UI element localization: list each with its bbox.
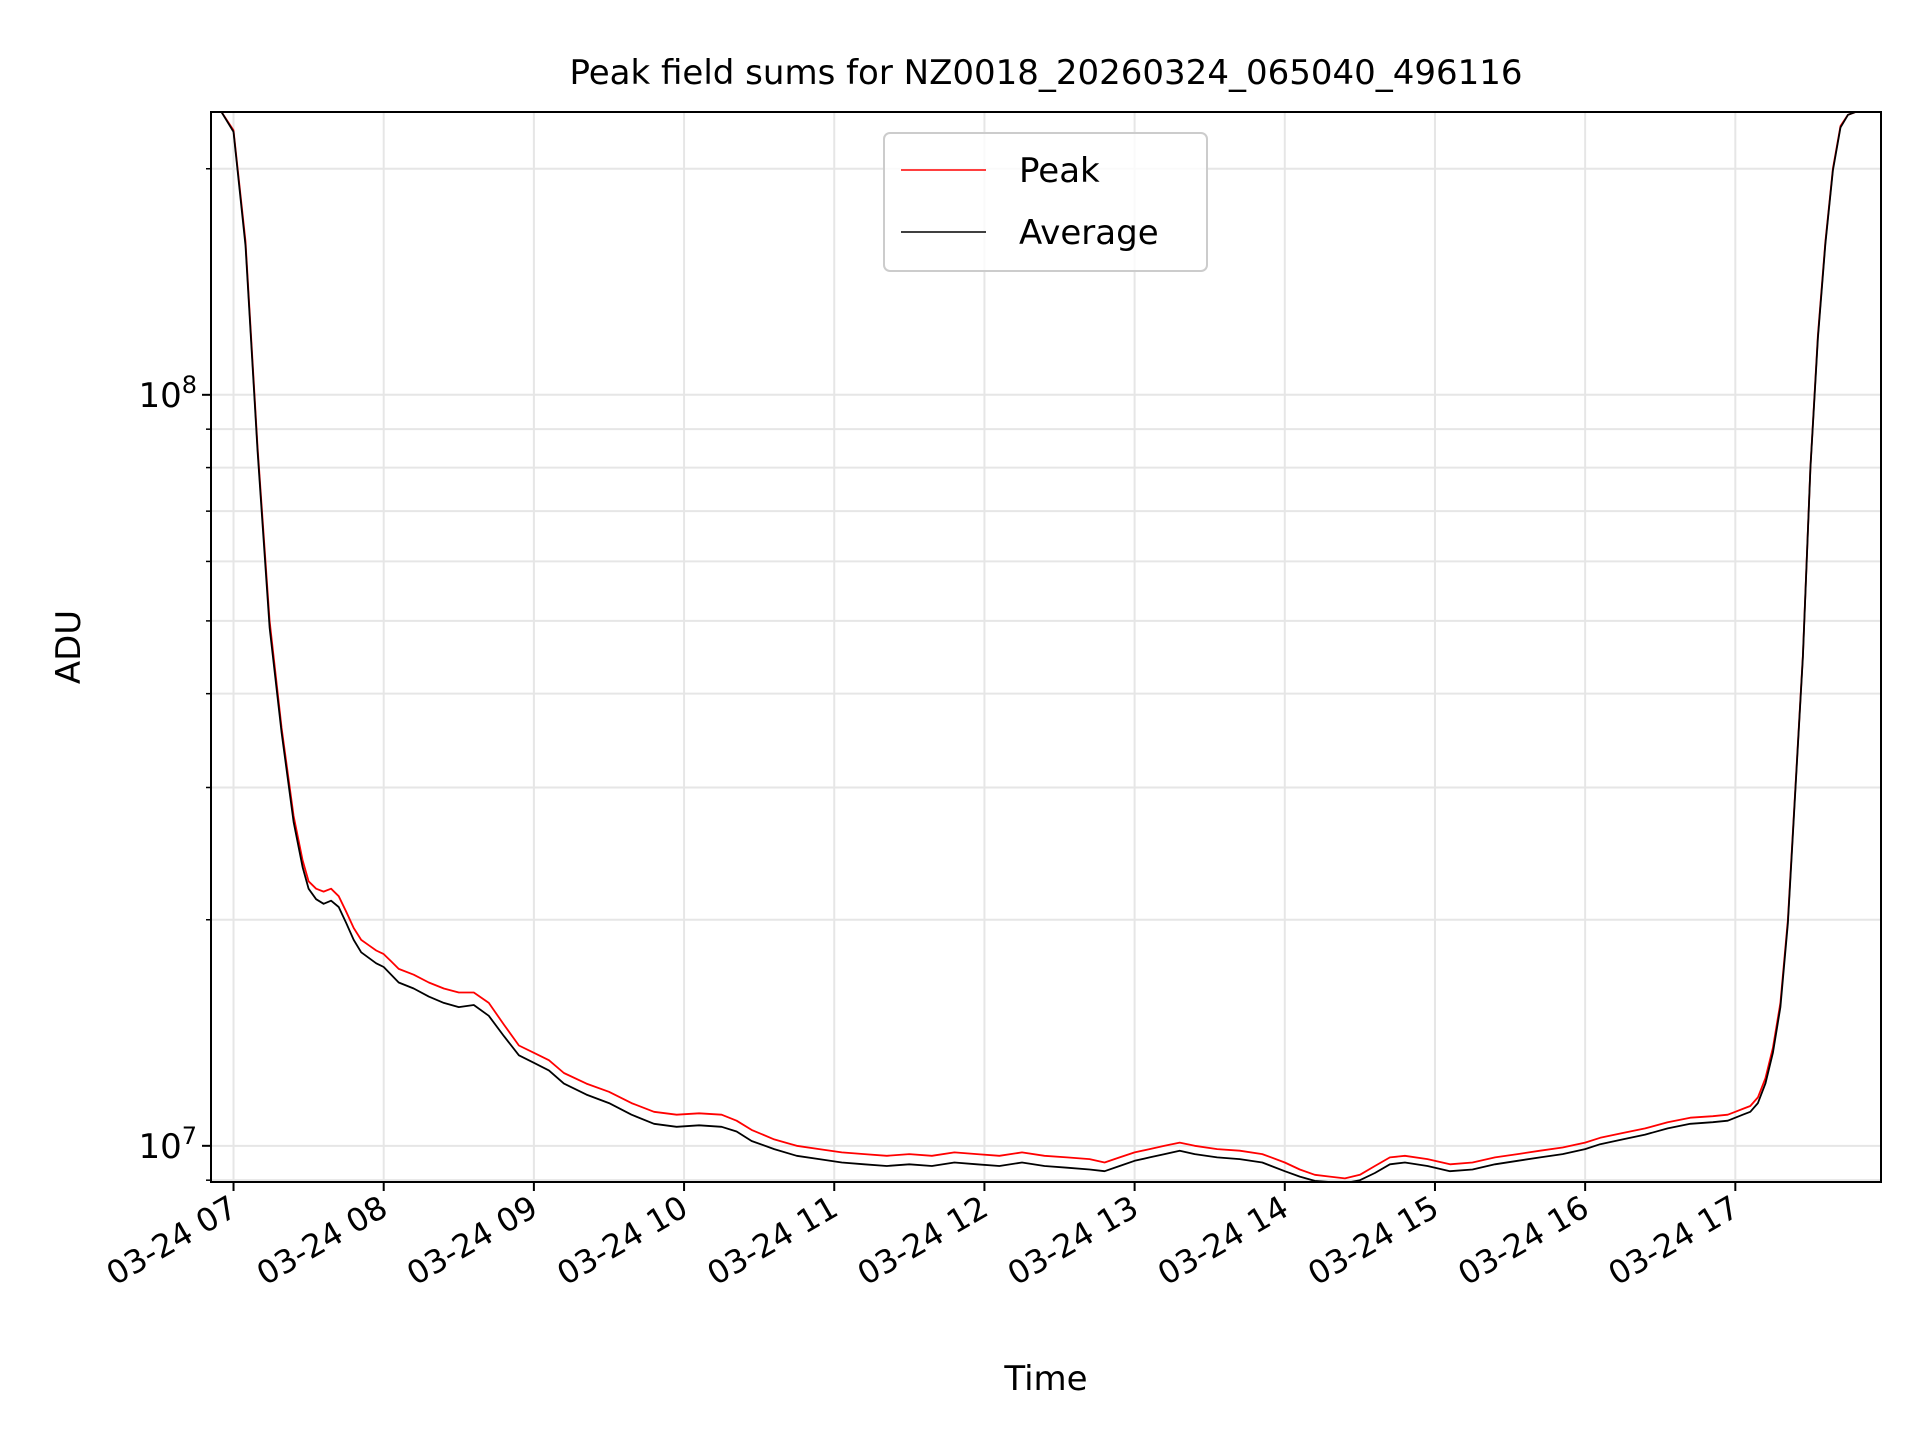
series-group	[211, 112, 1881, 1182]
series-line-peak	[211, 112, 1881, 1180]
legend-box	[883, 132, 1208, 272]
y-tick-exponent: 7	[182, 1122, 197, 1150]
y-tick-label: 107	[138, 1122, 197, 1167]
legend-average-label: Average	[1019, 213, 1159, 253]
chart-title: Peak field sums for NZ0018_20260324_0650…	[569, 53, 1522, 93]
y-tick-exponent: 8	[182, 371, 197, 399]
y-tick-base: 10	[138, 1127, 181, 1167]
grid-lines	[211, 112, 1881, 1182]
series-line-average	[211, 112, 1881, 1182]
y-tick-label: 108	[138, 371, 197, 416]
series-layer	[211, 112, 1881, 1182]
legend-peak-label: Peak	[1019, 151, 1100, 191]
plot-frame	[210, 111, 1882, 1183]
y-axis-label: ADU	[49, 610, 89, 684]
x-axis-label: Time	[1003, 1359, 1087, 1399]
y-tick-base: 10	[138, 376, 181, 416]
legend: Peak Average	[883, 132, 1208, 272]
